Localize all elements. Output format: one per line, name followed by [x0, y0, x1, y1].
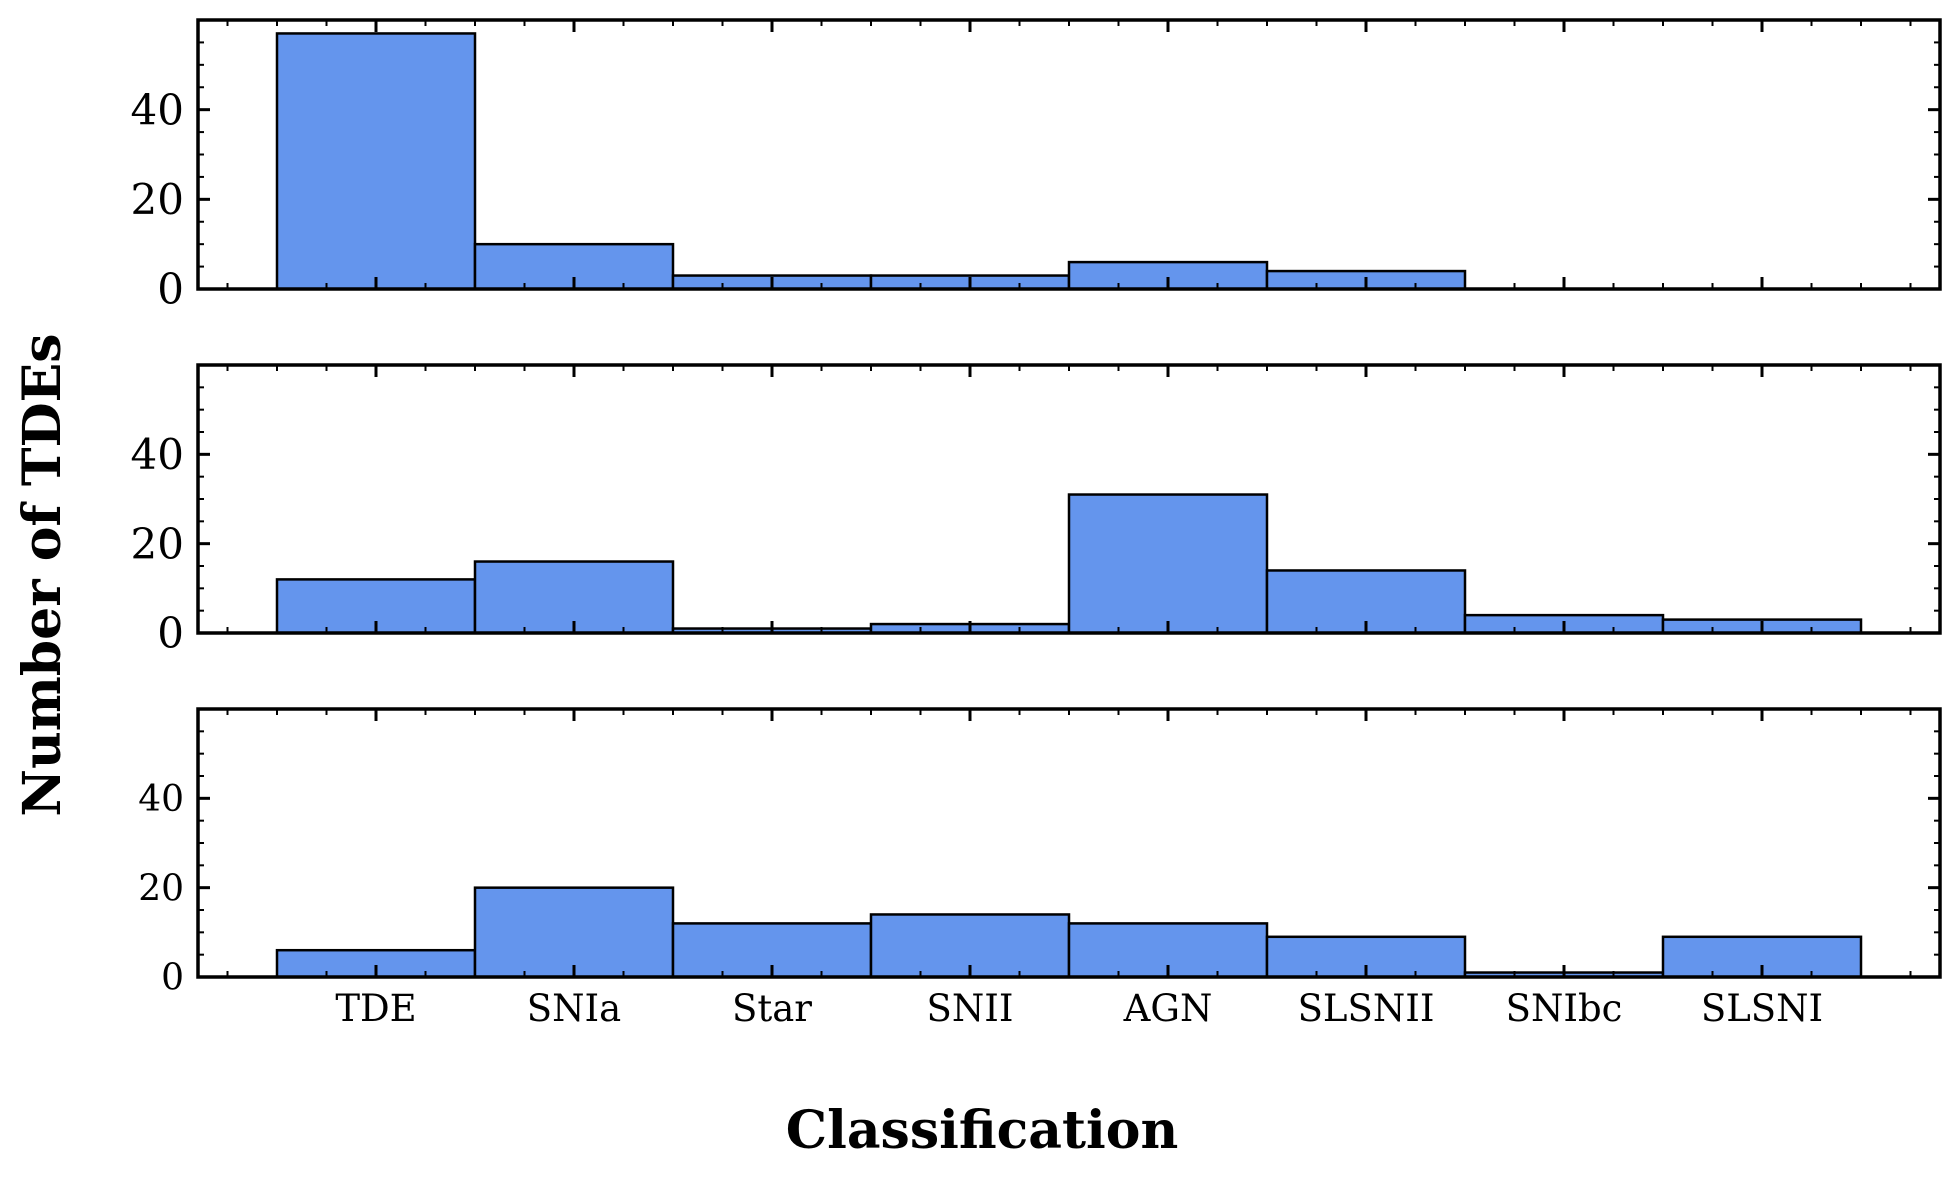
y-tick-label: 20 [131, 519, 184, 568]
y-tick-label: 20 [138, 868, 184, 909]
x-tick-label-snia: SNIa [527, 987, 621, 1030]
y-tick-label: 0 [161, 958, 184, 999]
y-tick-label: 40 [131, 85, 184, 134]
x-tick-label-slsni: SLSNI [1701, 987, 1823, 1030]
x-tick-label-agn: AGN [1123, 987, 1213, 1030]
bar-agn-panel-2 [1067, 493, 1269, 635]
x-tick-label-slsnii: SLSNII [1298, 987, 1435, 1030]
x-tick-label-star: Star [732, 987, 812, 1030]
bar-slsni-panel-3 [1661, 935, 1863, 979]
bar-tde-panel-1 [275, 32, 477, 291]
panel-2: 0 20 40 [131, 363, 1942, 658]
x-axis-title: Classification [786, 1100, 1179, 1161]
bar-slsnii-panel-3 [1265, 935, 1467, 979]
x-tick-label-snii: SNII [927, 987, 1014, 1030]
y-tick-label: 40 [131, 430, 184, 479]
y-tick-label: 40 [138, 779, 184, 820]
y-tick-label: 0 [157, 265, 184, 314]
y-axis-title: Number of TDEs [12, 333, 73, 816]
y-tick-label: 20 [131, 175, 184, 224]
y-tick-label: 0 [157, 609, 184, 658]
x-tick-label-snibc: SNIbc [1506, 987, 1623, 1030]
bar-snia-panel-3 [473, 886, 675, 979]
x-tick-label-tde: TDE [335, 987, 416, 1030]
panel-1: 0 20 40 [131, 18, 1942, 314]
panel-3: 0 20 40 TDE SNIa Star SNII AGN SLSNII SNIbc SLSNI [138, 707, 1942, 1030]
